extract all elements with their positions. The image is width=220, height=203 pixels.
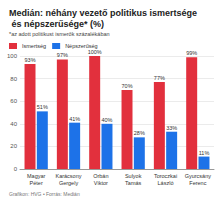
svg-text:70%: 70% xyxy=(122,83,133,89)
svg-text:Péter: Péter xyxy=(30,180,43,186)
svg-text:97%: 97% xyxy=(57,52,68,58)
svg-text:40: 40 xyxy=(10,121,17,127)
svg-text:*az adott politikust ismerők s: *az adott politikust ismerők százalékába… xyxy=(9,31,110,37)
svg-text:0: 0 xyxy=(14,166,18,172)
svg-text:100: 100 xyxy=(7,53,18,59)
svg-text:Gergely: Gergely xyxy=(59,180,79,186)
svg-text:Sulyok: Sulyok xyxy=(125,173,142,179)
svg-text:Grafikon: HVG • Forrás: Medián: Grafikon: HVG • Forrás: Medián xyxy=(9,191,80,197)
svg-text:Toroczkai: Toroczkai xyxy=(154,173,177,179)
svg-text:Népszerűség: Népszerűség xyxy=(65,43,97,49)
svg-text:20: 20 xyxy=(10,143,17,149)
svg-text:11%: 11% xyxy=(199,150,210,156)
svg-text:60: 60 xyxy=(10,98,17,104)
svg-text:Gyurcsány: Gyurcsány xyxy=(185,173,212,179)
svg-text:99%: 99% xyxy=(186,50,197,56)
svg-text:33%: 33% xyxy=(166,125,177,131)
svg-text:100%: 100% xyxy=(88,49,102,55)
svg-text:Tamás: Tamás xyxy=(125,180,141,186)
svg-text:51%: 51% xyxy=(37,104,48,110)
svg-text:Karácsony: Karácsony xyxy=(56,173,82,179)
svg-text:Ismertség: Ismertség xyxy=(22,43,46,49)
svg-text:Viktor: Viktor xyxy=(94,180,108,186)
svg-text:41%: 41% xyxy=(69,116,80,122)
svg-text:Medián: néhány vezető politiku: Medián: néhány vezető politikus ismertsé… xyxy=(9,8,197,18)
svg-text:28%: 28% xyxy=(134,130,145,136)
svg-text:40%: 40% xyxy=(101,117,112,123)
svg-text:László: László xyxy=(158,180,174,186)
svg-text:és népszerűsége* (%): és népszerűsége* (%) xyxy=(9,19,104,29)
svg-text:77%: 77% xyxy=(154,75,165,81)
svg-text:93%: 93% xyxy=(25,57,36,63)
svg-text:Ferenc: Ferenc xyxy=(189,180,206,186)
svg-text:Magyar: Magyar xyxy=(27,173,46,179)
svg-text:Orbán: Orbán xyxy=(93,173,108,179)
svg-text:80: 80 xyxy=(10,76,17,82)
